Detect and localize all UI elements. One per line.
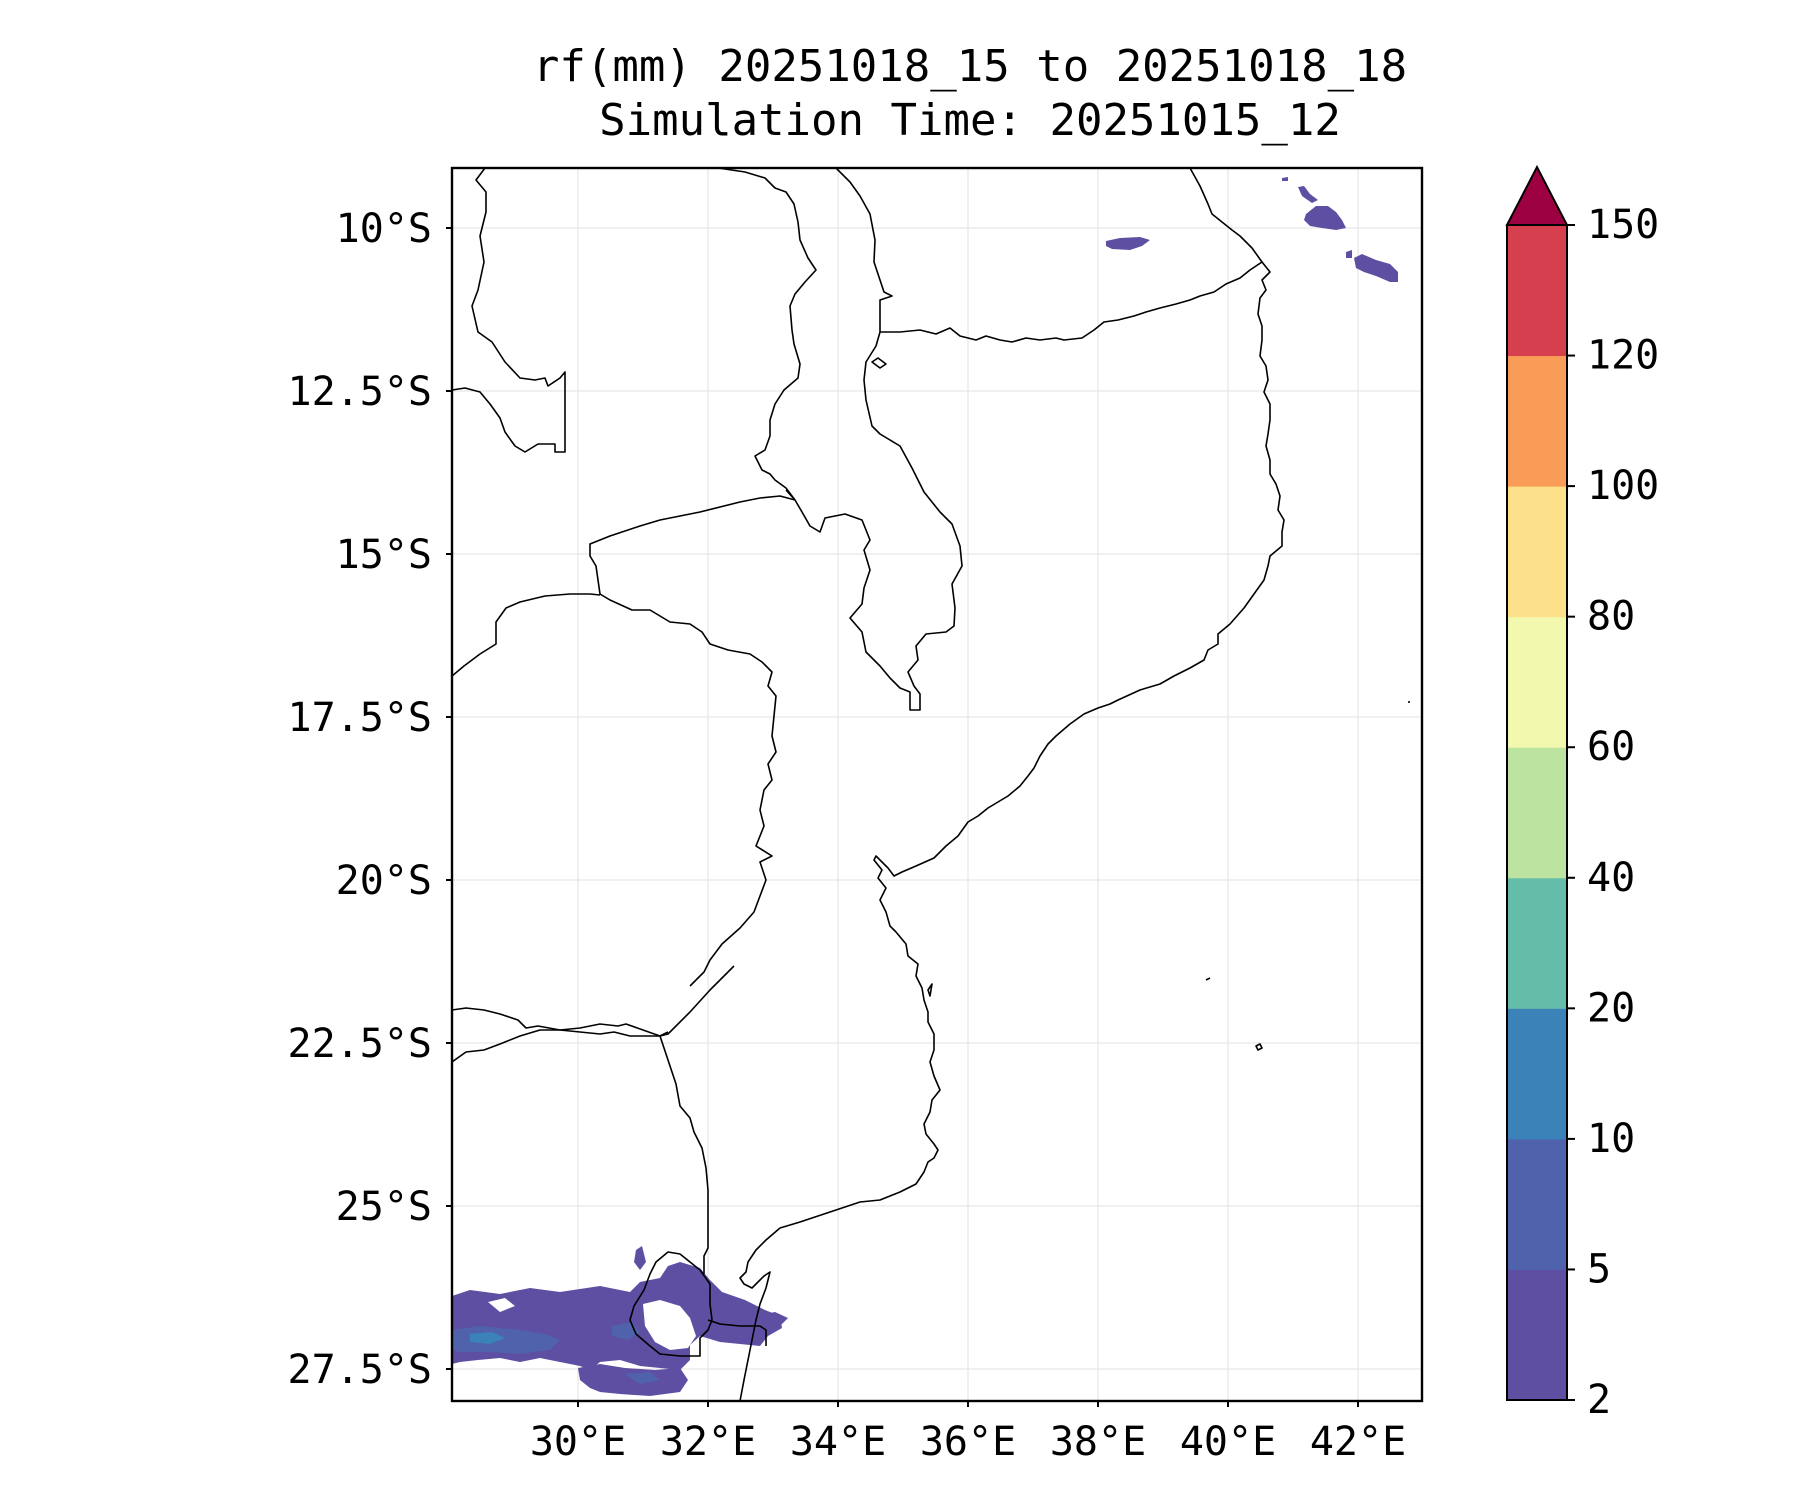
colorbar-tick-label: 80: [1587, 594, 1635, 640]
lon-tick-label: 30°E: [530, 1419, 626, 1465]
lat-tick-label: 27.5°S: [288, 1347, 433, 1393]
island-2: [1205, 977, 1211, 981]
colorbar-bin: [1507, 616, 1567, 748]
island-bazaruto: [927, 983, 933, 997]
border-eswatini: [629, 1251, 713, 1357]
colorbar-tick-label: 5: [1587, 1246, 1611, 1292]
colorbar-bin: [1507, 747, 1567, 879]
colorbar-bin: [1507, 225, 1567, 357]
rain-area-light: [452, 1326, 560, 1354]
lat-tick-label: 22.5°S: [288, 1021, 433, 1067]
colorbar-outline: [1506, 224, 1568, 1401]
rain-area-north-4: [1354, 254, 1398, 282]
rain-area-north-1: [1106, 237, 1150, 250]
rain-area-hole: [643, 1300, 696, 1350]
lon-tick-label: 32°E: [660, 1419, 756, 1465]
title-line-2: Simulation Time: 20251015_12: [599, 95, 1341, 146]
rain-area-north-3: [1304, 206, 1346, 230]
border-zambia-tz-malawi: [717, 168, 817, 501]
lon-tick-label: 34°E: [790, 1419, 886, 1465]
colorbar-tick-label: 150: [1587, 202, 1659, 248]
colorbar-bin: [1507, 877, 1567, 1009]
border-zambia-drc: [452, 168, 566, 453]
title-line-1: rf(mm) 20251018_15 to 20251018_18: [532, 41, 1408, 92]
colorbar-bin: [1507, 1269, 1567, 1401]
rain-area-hole-2: [488, 1298, 515, 1312]
coast-mozambique: [739, 261, 1285, 1401]
colorbar-tick-label: 120: [1587, 333, 1659, 379]
rain-area-south-2: [578, 1364, 688, 1396]
border-zambia-mozambique: [589, 495, 796, 987]
border-sa-botswana: [452, 1029, 669, 1063]
rain-area-south-4: [634, 1246, 646, 1270]
border-sa-moz-south: [707, 1319, 767, 1346]
colorbar-tick-label: 40: [1587, 855, 1635, 901]
map-gridlines: [452, 168, 1422, 1401]
rain-area-north-5: [1346, 250, 1352, 258]
lake-malawi-islands: [871, 357, 887, 369]
colorbar-tick-label: 20: [1587, 985, 1635, 1031]
map-frame: [450, 166, 1424, 1403]
lat-tick-label: 15°S: [336, 532, 432, 578]
border-sa-mozambique: [659, 1035, 709, 1274]
lon-tick-label: 40°E: [1180, 1419, 1276, 1465]
lat-tick-label: 17.5°S: [288, 695, 433, 741]
rain-area-light-3: [625, 1372, 660, 1384]
rain-area-north-6: [1282, 177, 1288, 181]
latitude-axis: 10°S 12.5°S 15°S 17.5°S 20°S 22.5°S 25°S…: [288, 206, 452, 1393]
lon-tick-label: 38°E: [1050, 1419, 1146, 1465]
lon-tick-label: 36°E: [920, 1419, 1016, 1465]
longitude-axis: 30°E 32°E 34°E 36°E 38°E 40°E 42°E: [530, 1401, 1406, 1465]
lon-tick-label: 42°E: [1310, 1419, 1406, 1465]
colorbar: 2 5 10 20 40 60 80 100 120 150: [1505, 164, 1659, 1423]
colorbar-tick-label: 100: [1587, 463, 1659, 509]
rain-area-south: [452, 1262, 782, 1370]
lat-tick-label: 20°S: [336, 858, 432, 904]
colorbar-tick-label: 2: [1587, 1377, 1611, 1423]
lat-tick-label: 25°S: [336, 1184, 432, 1230]
rainfall-areas: [452, 177, 1398, 1396]
lat-tick-label: 10°S: [336, 206, 432, 252]
rain-area-north-2: [1298, 186, 1318, 203]
border-zambia-zimbabwe: [452, 593, 601, 677]
island-comoros: [1255, 1043, 1263, 1051]
colorbar-bin: [1507, 1008, 1567, 1140]
colorbar-bin: [1507, 355, 1567, 487]
rain-area-mid: [470, 1332, 505, 1344]
colorbar-tick-label: 10: [1587, 1116, 1635, 1162]
lat-tick-label: 12.5°S: [288, 369, 433, 415]
rain-area-south-3: [760, 1312, 788, 1326]
coast-tanzania: [880, 168, 1263, 343]
colorbar-tick-label: 60: [1587, 724, 1635, 770]
colorbar-bin: [1507, 1138, 1567, 1270]
country-borders: [452, 168, 1410, 1401]
colorbar-extend-arrow: [1505, 164, 1569, 226]
border-malawi-tz: [785, 168, 963, 711]
colorbar-bin: [1507, 486, 1567, 618]
border-zimbabwe-mozambique: [452, 965, 735, 1037]
